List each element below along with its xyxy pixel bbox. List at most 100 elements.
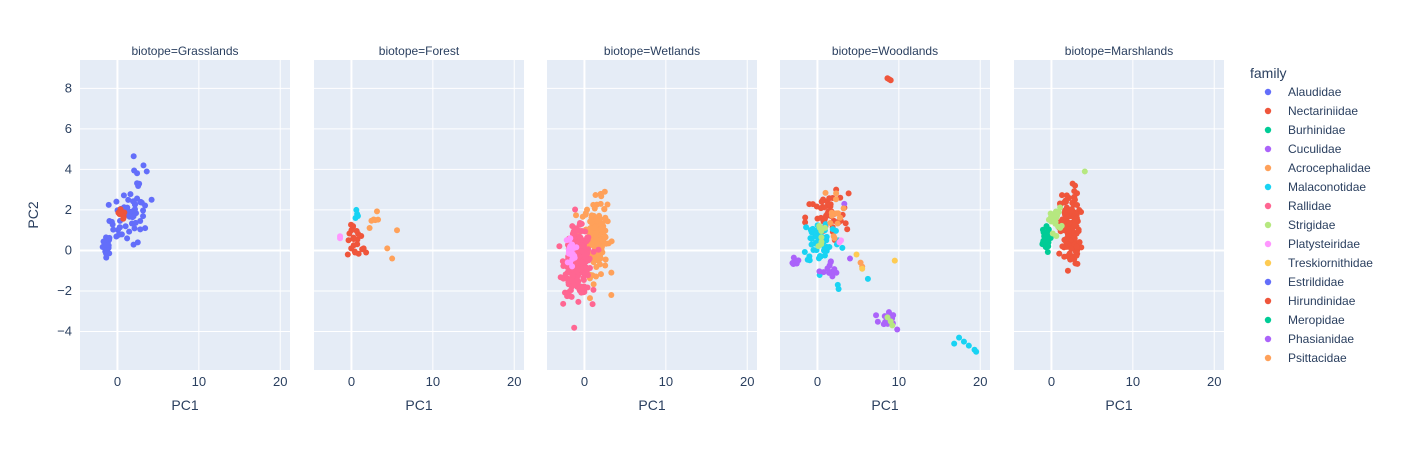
x-tick-label: 0 [581,374,588,389]
data-point [595,246,602,253]
data-point [891,257,898,264]
data-point [562,271,569,278]
data-point [120,192,127,199]
legend-item-label: Cuculidae [1288,142,1342,156]
y-tick-label: 4 [65,161,72,176]
data-point [592,192,599,199]
data-point [1063,235,1070,242]
data-point [1066,219,1073,226]
plot-background [80,60,290,370]
data-point [828,209,835,216]
data-point [816,268,823,275]
data-point [874,318,881,325]
data-point [822,189,829,196]
data-point [1081,168,1088,175]
legend-item-label: Rallidae [1288,199,1332,213]
data-point [578,220,585,227]
data-point [1058,192,1065,199]
data-point [597,271,604,278]
data-point [598,225,605,232]
data-point [1063,192,1070,199]
data-point [960,338,967,345]
data-point [348,245,355,252]
data-point [593,273,600,280]
data-point [1064,267,1071,274]
data-point [105,201,112,208]
data-point [582,253,589,260]
data-point [1052,210,1059,217]
facet-title: biotope=Wetlands [604,44,700,58]
data-point [560,262,567,269]
data-point [125,196,132,203]
facet-title: biotope=Grasslands [131,44,238,58]
data-point [137,226,144,233]
data-point [353,228,360,235]
data-point [559,258,566,265]
data-point [1056,250,1063,257]
x-tick-label: 0 [348,374,355,389]
data-point [839,244,846,251]
data-point [824,265,831,272]
data-point [813,233,820,240]
data-point [808,241,815,248]
data-point [956,334,963,341]
data-point [880,321,887,328]
data-point [601,233,608,240]
facet-title: biotope=Forest [379,44,460,58]
data-point [572,206,579,213]
data-point [1062,207,1069,214]
data-point [965,342,972,349]
data-point [807,235,814,242]
data-point [845,190,852,197]
data-point [389,255,396,262]
data-point [608,292,615,299]
legend-item-label: Acrocephalidae [1288,161,1371,175]
legend-marker [1264,221,1272,229]
legend-marker [1264,354,1272,362]
data-point [1045,226,1052,233]
data-point [833,210,840,217]
data-point [591,205,598,212]
data-point [140,207,147,214]
data-point [973,348,980,355]
data-point [589,301,596,308]
data-point [590,286,597,293]
data-point [582,210,589,217]
data-point [818,198,825,205]
data-point [127,191,134,198]
x-tick-label: 0 [1048,374,1055,389]
x-tick-label: 10 [426,374,440,389]
legend-title: family [1250,65,1287,81]
data-point [1073,243,1080,250]
data-point [560,300,567,307]
data-point [384,245,391,252]
legend-marker [1264,145,1272,153]
x-tick-label: 0 [814,374,821,389]
data-point [590,248,597,255]
data-point [120,215,127,222]
data-point [142,202,149,209]
data-point [583,238,590,245]
data-point [886,76,893,83]
data-point [574,276,581,283]
legend-item-label: Phasianidae [1288,332,1354,346]
data-point [372,217,379,224]
data-point [821,252,828,259]
data-point [837,214,844,221]
data-point [1078,244,1085,251]
legend-item-label: Platysteiridae [1288,237,1360,251]
data-point [894,326,901,333]
data-point [608,238,615,245]
y-tick-label: 6 [65,121,72,136]
x-axis-title: PC1 [1105,397,1132,413]
legend-marker [1264,202,1272,210]
data-point [588,212,595,219]
x-tick-label: 20 [740,374,754,389]
x-tick-label: 10 [1126,374,1140,389]
data-point [143,168,150,175]
data-point [556,243,563,250]
x-tick-label: 10 [659,374,673,389]
data-point [134,180,141,187]
legend-item-label: Hirundinidae [1288,294,1356,308]
